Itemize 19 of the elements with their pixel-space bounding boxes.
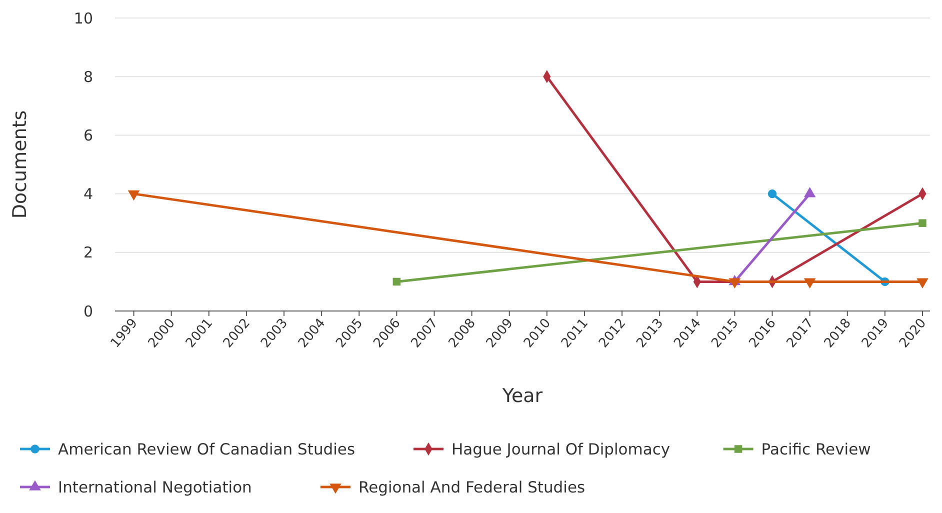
point (804, 278, 816, 288)
legend-label: American Review Of Canadian Studies (58, 440, 356, 458)
y-tick-label: 10 (74, 9, 93, 28)
point (918, 219, 926, 227)
point (392, 278, 401, 286)
legend-label: Pacific Review (761, 440, 872, 458)
legend-label: Regional And Federal Studies (358, 478, 586, 496)
y-tick-label: 8 (83, 68, 93, 86)
y-axis-title: Documents (9, 110, 31, 219)
point (916, 278, 928, 288)
legend-label: International Negotiation (58, 478, 252, 496)
point (768, 189, 777, 198)
y-tick-label: 2 (83, 244, 93, 262)
y-tick-label: 0 (83, 302, 93, 320)
point (128, 190, 140, 201)
x-axis-title: Year (501, 385, 543, 407)
y-tick-label: 4 (83, 185, 93, 204)
y-tick-label: 6 (83, 126, 93, 144)
legend-label: Hague Journal Of Diplomacy (452, 440, 670, 458)
